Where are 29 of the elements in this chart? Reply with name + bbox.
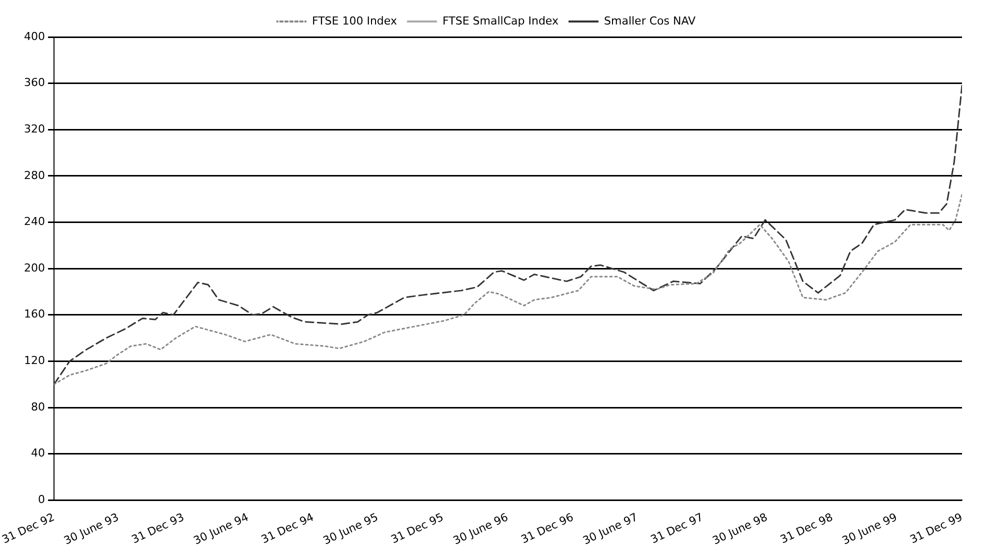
y-tick-label: 40 xyxy=(31,446,45,460)
y-tick-label: 360 xyxy=(24,76,45,90)
x-tick-label: 30 June 95 xyxy=(321,510,380,548)
x-tick-label: 31 Dec 98 xyxy=(778,510,835,546)
y-tick-label: 400 xyxy=(24,30,45,43)
legend-label: FTSE 100 Index xyxy=(312,14,398,28)
x-tick-label: 30 June 93 xyxy=(62,510,121,548)
x-tick-label: 31 Dec 99 xyxy=(908,510,964,546)
y-tick-label: 320 xyxy=(24,122,45,136)
x-tick-label: 30 June 98 xyxy=(710,510,770,548)
y-tick-label: 200 xyxy=(24,261,45,274)
x-tick-label: 31 Dec 96 xyxy=(518,510,576,546)
x-tick-label: 30 June 97 xyxy=(580,510,640,548)
x-tick-label: 31 Dec 94 xyxy=(259,510,316,546)
x-tick-label: 31 Dec 97 xyxy=(648,510,706,546)
x-tick-label: 30 June 99 xyxy=(840,510,900,548)
x-tick-label: 31 Dec 92 xyxy=(0,510,56,546)
y-tick-label: 80 xyxy=(31,400,45,414)
x-tick-label: 30 June 94 xyxy=(192,510,250,548)
legend-label: FTSE SmallCap Index xyxy=(442,14,559,28)
legend-label: Smaller Cos NAV xyxy=(604,14,696,28)
y-tick-label: 280 xyxy=(24,168,45,182)
x-tick-label: 30 June 96 xyxy=(451,510,510,548)
y-tick-label: 240 xyxy=(24,215,45,228)
y-tick-label: 160 xyxy=(24,308,45,321)
x-tick-label: 31 Dec 93 xyxy=(130,510,186,546)
y-tick-label: 0 xyxy=(38,492,45,506)
y-tick-label: 120 xyxy=(24,354,45,368)
x-tick-label: 31 Dec 95 xyxy=(388,510,446,546)
